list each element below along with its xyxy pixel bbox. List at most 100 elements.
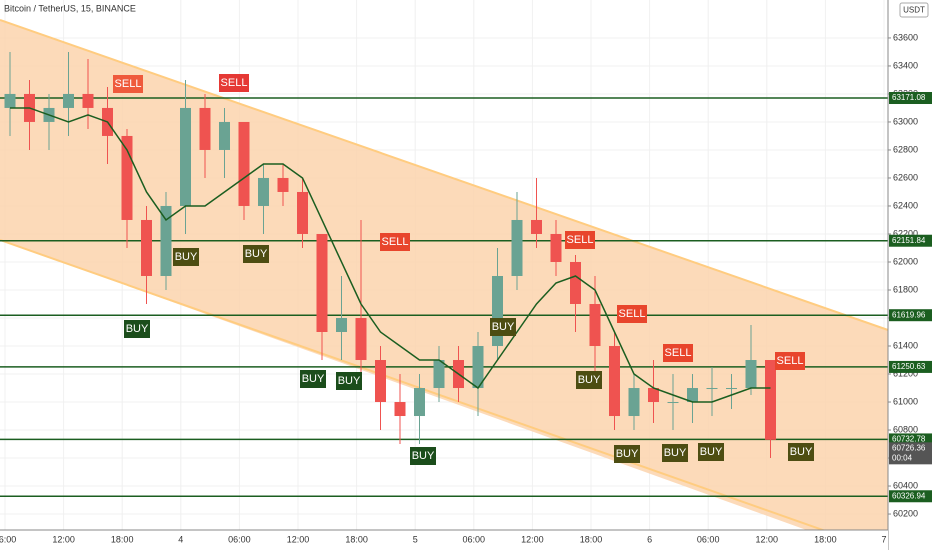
signal-label: BUY <box>412 450 435 462</box>
candle-body <box>745 360 757 389</box>
signal: BUY <box>410 447 436 465</box>
signal: BUY <box>662 444 688 462</box>
signal-label: BUY <box>790 446 813 458</box>
candle-body <box>277 177 289 192</box>
x-tick-label: 06:00 <box>697 534 720 544</box>
signal-box <box>113 75 143 93</box>
candle-body <box>375 360 386 403</box>
signal-box <box>576 371 602 389</box>
signal: SELL <box>775 352 805 370</box>
axes: 06:00 12:00 18:00 4 06:00 12:00 18:00 5 06:00 12:… <box>0 32 932 544</box>
chart-title: Bitcoin / TetherUS, 15, BINANCE <box>4 3 136 13</box>
level-label: 61619.96 <box>892 310 926 319</box>
candle-body <box>472 346 484 389</box>
signal: BUY <box>788 443 814 461</box>
candle-body <box>238 121 250 206</box>
signal: SELL <box>113 75 143 93</box>
y-tick-label: 61400 <box>893 340 918 350</box>
signal-label: BUY <box>616 448 639 460</box>
signal-label: BUY <box>126 323 149 335</box>
signal-label: BUY <box>338 375 361 387</box>
signal-box <box>219 74 249 92</box>
candle-body <box>82 93 94 108</box>
candle-body <box>550 233 562 262</box>
candle-body <box>726 388 737 390</box>
level-label: 60326.94 <box>892 491 926 500</box>
candle-body <box>570 261 581 304</box>
x-tick-label: 18:00 <box>814 534 837 544</box>
signal-box <box>410 447 436 465</box>
x-tick-label: 12:00 <box>756 534 779 544</box>
signal-box <box>698 443 724 461</box>
signal-box <box>775 352 805 370</box>
x-tick-label: 12:00 <box>52 534 75 544</box>
signal-box <box>173 248 199 266</box>
candle-body <box>160 205 172 276</box>
y-tick-label: 62400 <box>893 200 918 210</box>
signal: SELL <box>617 305 647 323</box>
signal: BUY <box>698 443 724 461</box>
signal: SELL <box>663 344 693 362</box>
candle-body <box>414 388 425 417</box>
level-label: 62151.84 <box>892 236 926 245</box>
signal-box <box>336 372 362 390</box>
currency: USDT <box>903 6 925 15</box>
candle-body <box>4 93 16 108</box>
time-axis <box>0 530 888 550</box>
channel-lower <box>0 239 883 550</box>
channel-upper <box>0 19 889 331</box>
y-tick-label: 63000 <box>893 116 918 126</box>
candle-body <box>687 388 698 403</box>
last-price: 60726.36 <box>892 443 926 452</box>
signal-box <box>662 444 688 462</box>
y-tick-label: 62800 <box>893 144 918 154</box>
signal-box <box>124 320 150 338</box>
candle-body <box>609 346 620 417</box>
signal-label: BUY <box>302 373 325 385</box>
signal: BUY <box>336 372 362 390</box>
level-label: 61250.63 <box>892 362 926 371</box>
signal-box <box>490 318 516 336</box>
y-tick-label: 62200 <box>893 228 918 238</box>
y-tick-label: 62600 <box>893 172 918 182</box>
x-tick-label: 06:00 <box>228 534 251 544</box>
x-tick-label: 7 <box>881 534 886 544</box>
signal-label: SELL <box>619 308 646 320</box>
candle-body <box>394 402 406 417</box>
moving-average <box>10 107 771 403</box>
level-label-box <box>889 309 932 322</box>
candle-body <box>492 275 503 347</box>
candle-body <box>433 360 445 389</box>
candle-body <box>121 135 133 220</box>
signal: BUY <box>576 371 602 389</box>
x-tick-label: 06:00 <box>463 534 486 544</box>
level-label-box <box>889 234 932 247</box>
x-tick-label: 18:00 <box>345 534 368 544</box>
countdown: 00:04 <box>892 453 913 462</box>
signal-box <box>565 231 595 249</box>
candle-body <box>667 402 679 404</box>
candle-body <box>765 360 776 440</box>
candle-body <box>258 177 269 206</box>
signal-label: SELL <box>115 78 142 90</box>
x-tick-label: 18:00 <box>580 534 603 544</box>
level-label-box <box>889 92 932 105</box>
level-label-box <box>889 490 932 503</box>
x-tick-label: 06:00 <box>0 534 16 544</box>
signal-box <box>243 245 269 263</box>
signal-label: BUY <box>175 251 198 263</box>
signal-label: BUY <box>664 447 687 459</box>
candle-body <box>336 318 347 333</box>
signal-label: BUY <box>700 446 723 458</box>
signal-box <box>380 233 410 251</box>
y-tick-label: 60200 <box>893 508 918 518</box>
candle-body <box>531 219 542 234</box>
signal-label: BUY <box>492 321 515 333</box>
candle-body <box>706 388 718 390</box>
candle-body <box>511 219 523 276</box>
signal: BUY <box>243 245 269 263</box>
candle-body <box>63 93 74 108</box>
candle-body <box>648 388 659 403</box>
channel <box>0 20 888 550</box>
signal: BUY <box>614 445 640 463</box>
